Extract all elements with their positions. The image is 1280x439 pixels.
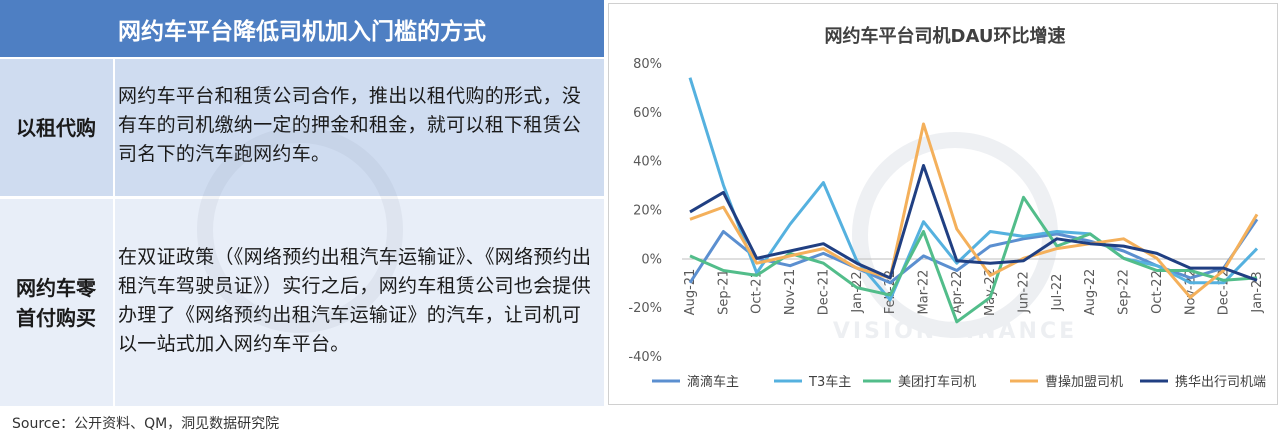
x-tick-label: Jun-22	[1017, 271, 1032, 314]
x-tick-label: Oct-21	[750, 270, 765, 314]
y-tick-label: 0%	[641, 252, 662, 267]
table-title: 网约车平台降低司机加入门槛的方式	[0, 0, 604, 57]
y-tick-label: -40%	[628, 350, 662, 365]
y-tick-label: -20%	[628, 301, 662, 316]
y-tick-label: 40%	[633, 155, 662, 170]
x-tick-label: Aug-22	[1083, 269, 1098, 316]
x-tick-label: Dec-21	[816, 269, 831, 315]
table-panel: 网约车平台降低司机加入门槛的方式 以租代购 网约车平台和租赁公司合作，推出以租代…	[0, 0, 604, 406]
row-label-text: 网约车零首付购买	[16, 275, 96, 330]
source-note: Source：公开资料、QM，洞见数据研究院	[12, 416, 280, 432]
row-description: 在双证政策（《网络预约出租汽车运输证》、《网络预约出租汽车驾驶员证》）实行之后，…	[118, 245, 592, 355]
x-tick-label: Aug-21	[683, 269, 698, 316]
series-line	[689, 122, 1259, 299]
x-tick-label: Jan-22	[850, 271, 865, 313]
row-description: 网约车平台和租赁公司合作，推出以租代购的形式，没有车的司机缴纳一定的押金和租金，…	[118, 85, 582, 165]
series-line	[688, 77, 1259, 302]
table-watermark	[197, 127, 403, 333]
row-label: 网约车零首付购买	[0, 199, 112, 406]
y-tick-label: 20%	[633, 204, 662, 219]
column-divider	[113, 199, 115, 406]
legend-label: 曹操加盟司机	[1045, 374, 1123, 390]
legend-label: 携华出行司机端	[1175, 374, 1266, 390]
watermark-text: VISION FINANCE	[833, 319, 1077, 344]
y-tick-label: 60%	[633, 106, 662, 121]
x-tick-label: Mar-22	[916, 270, 931, 315]
legend-label: T3车主	[808, 374, 851, 390]
legend-label: 滴滴车主	[687, 374, 739, 390]
y-axis: 80% 60% 40% 20% 0% -20% -40%	[628, 57, 662, 365]
chart-frame	[608, 3, 1278, 405]
table-row: 以租代购 网约车平台和租赁公司合作，推出以租代购的形式，没有车的司机缴纳一定的押…	[0, 59, 604, 196]
x-tick-label: Oct-22	[1150, 270, 1165, 314]
x-tick-label: Apr-22	[950, 271, 965, 314]
series-lines	[688, 77, 1259, 324]
chart-title: 网约车平台司机DAU环比增速	[825, 25, 1066, 47]
legend: 滴滴车主 T3车主 美团打车司机 曹操加盟司机 携华出行司机端	[652, 374, 1266, 390]
table-row: 网约车零首付购买 在双证政策（《网络预约出租汽车运输证》、《网络预约出租汽车驾驶…	[0, 199, 604, 406]
y-tick-label: 80%	[633, 57, 662, 72]
x-tick-label: Sep-22	[1117, 269, 1132, 315]
x-tick-label: Nov-21	[783, 269, 798, 315]
x-tick-label: Jul-22	[1050, 274, 1065, 312]
row-label: 以租代购	[16, 115, 96, 140]
x-tick-label: Jan-23	[1250, 271, 1265, 313]
legend-label: 美团打车司机	[898, 374, 976, 390]
series-line	[689, 164, 1258, 282]
column-divider	[113, 59, 115, 196]
x-tick-label: Sep-21	[716, 269, 731, 315]
